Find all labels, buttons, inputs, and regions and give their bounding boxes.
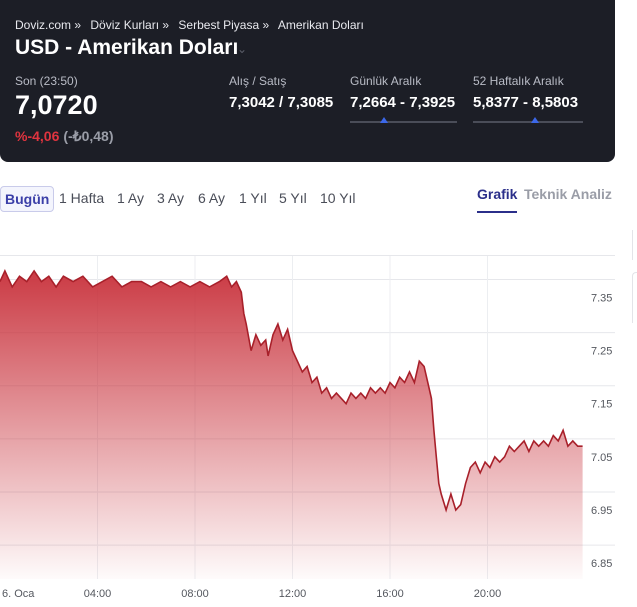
daily-range-marker bbox=[380, 117, 389, 123]
y-axis-tick-label: 7.35 bbox=[591, 292, 612, 304]
side-panel-edge bbox=[632, 272, 637, 323]
chevron-down-icon[interactable]: ⌄ bbox=[237, 42, 248, 56]
price-line bbox=[0, 268, 583, 513]
breadcrumb-item-home[interactable]: Doviz.com » bbox=[15, 18, 82, 32]
week52-range-bar bbox=[473, 121, 583, 123]
breadcrumb-item-free-market[interactable]: Serbest Piyasa » bbox=[178, 18, 270, 32]
y-axis-tick-label: 6.95 bbox=[591, 505, 612, 517]
x-axis-tick-label: 04:00 bbox=[84, 588, 112, 600]
tab-today[interactable]: Bugün bbox=[0, 186, 55, 212]
tab-technical-analysis[interactable]: Teknik Analiz bbox=[524, 186, 612, 202]
price-change: %-4,06 (-₺0,48) bbox=[15, 128, 114, 145]
price-change-absolute: (-₺0,48) bbox=[63, 128, 114, 144]
daily-range-bar bbox=[350, 121, 457, 123]
y-axis-tick-label: 7.25 bbox=[591, 346, 612, 358]
tab-chart[interactable]: Grafik bbox=[477, 186, 518, 202]
bid-ask-value: 7,3042 / 7,3085 bbox=[229, 94, 334, 111]
tab-6-months[interactable]: 6 Ay bbox=[198, 190, 225, 206]
last-price-label: Son (23:50) bbox=[15, 74, 78, 88]
x-axis-tick-label: 6. Oca bbox=[2, 588, 35, 600]
side-panel-edge bbox=[632, 230, 637, 260]
breadcrumb: Doviz.com » Döviz Kurları » Serbest Piya… bbox=[15, 18, 370, 32]
page-title: USD - Amerikan Doları bbox=[15, 36, 239, 59]
tab-3-months[interactable]: 3 Ay bbox=[157, 190, 184, 206]
week52-range-label: 52 Haftalık Aralık bbox=[473, 74, 564, 88]
price-area bbox=[0, 270, 583, 579]
price-change-percent: %-4,06 bbox=[15, 128, 60, 144]
y-axis-tick-label: 6.85 bbox=[591, 558, 612, 570]
x-axis-tick-label: 08:00 bbox=[181, 588, 209, 600]
price-chart: 7.35 7.25 7.15 7.05 6.95 6.85 6. Oca 04:00 08:0… bbox=[0, 255, 615, 600]
bid-ask-label: Alış / Satış bbox=[229, 74, 287, 88]
daily-range-value: 7,2664 - 7,3925 bbox=[350, 94, 456, 111]
currency-header: Doviz.com » Döviz Kurları » Serbest Piya… bbox=[0, 0, 615, 162]
week52-range-marker bbox=[530, 117, 539, 123]
x-axis-tick-label: 20:00 bbox=[474, 588, 502, 600]
y-axis-tick-label: 7.05 bbox=[591, 452, 612, 464]
tab-5-years[interactable]: 5 Yıl bbox=[279, 190, 307, 206]
breadcrumb-item-usd[interactable]: Amerikan Doları bbox=[277, 18, 364, 32]
last-price-value: 7,0720 bbox=[15, 90, 98, 120]
tab-10-years[interactable]: 10 Yıl bbox=[320, 190, 356, 206]
tab-1-year[interactable]: 1 Yıl bbox=[239, 190, 267, 206]
x-axis-tick-label: 12:00 bbox=[279, 588, 307, 600]
breadcrumb-item-exchange-rates[interactable]: Döviz Kurları » bbox=[90, 18, 170, 32]
tab-1-week[interactable]: 1 Hafta bbox=[59, 190, 105, 206]
daily-range-label: Günlük Aralık bbox=[350, 74, 422, 88]
tab-1-month[interactable]: 1 Ay bbox=[117, 190, 144, 206]
week52-range-value: 5,8377 - 8,5803 bbox=[473, 94, 579, 111]
x-axis-tick-label: 16:00 bbox=[376, 588, 404, 600]
y-axis-tick-label: 7.15 bbox=[591, 399, 612, 411]
active-view-underline bbox=[477, 211, 517, 213]
